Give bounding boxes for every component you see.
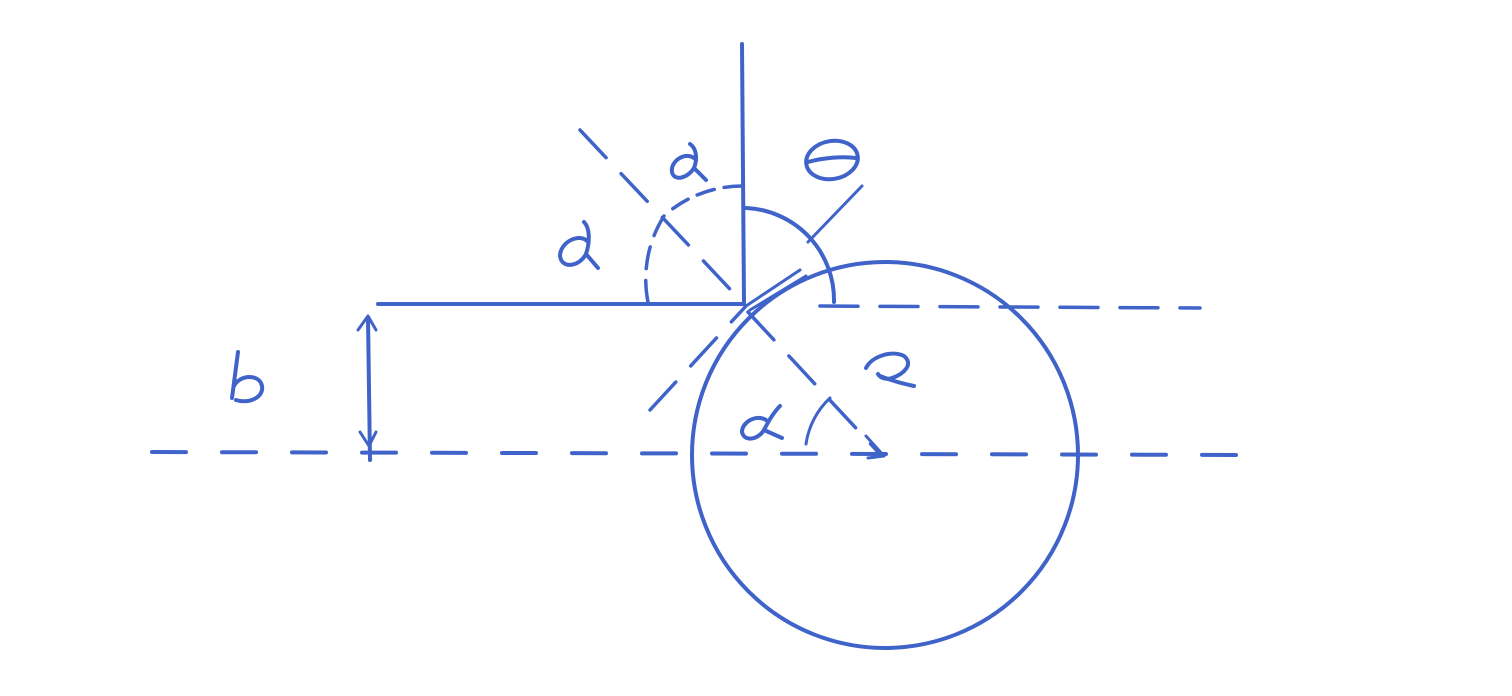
alpha-top-label-glyph xyxy=(669,142,708,182)
theta-label-glyph xyxy=(804,138,860,182)
tangent-stroke xyxy=(744,268,802,308)
radius-label-glyph xyxy=(864,351,916,388)
alpha-arc-centre xyxy=(804,396,832,446)
alpha-left-label-glyph xyxy=(558,220,600,270)
circle xyxy=(690,260,1080,650)
vertical-line xyxy=(740,42,746,306)
alpha-arc-left xyxy=(644,214,666,304)
offset-dimension-line xyxy=(366,316,372,462)
diagonal-dashed-line-lower xyxy=(746,310,882,456)
alpha-top-label: α xyxy=(688,165,689,167)
alpha-arc-top xyxy=(664,184,744,216)
radius-label: R xyxy=(889,371,891,373)
lower-horizontal-dashed-axis xyxy=(150,450,1254,457)
radius-arrowhead xyxy=(864,434,886,460)
offset-label-glyph xyxy=(230,350,265,404)
offset-arrow-bottom xyxy=(358,430,378,448)
tangent-dashed-line xyxy=(648,304,748,412)
tangent-stroke-2 xyxy=(748,274,808,312)
alpha-bottom-label-glyph xyxy=(740,404,784,441)
offset-arrow-top xyxy=(356,314,378,332)
alpha-left-label: α xyxy=(576,255,577,257)
theta-arc xyxy=(744,206,837,304)
theta-leader xyxy=(806,184,864,244)
offset-label: b xyxy=(246,387,247,389)
